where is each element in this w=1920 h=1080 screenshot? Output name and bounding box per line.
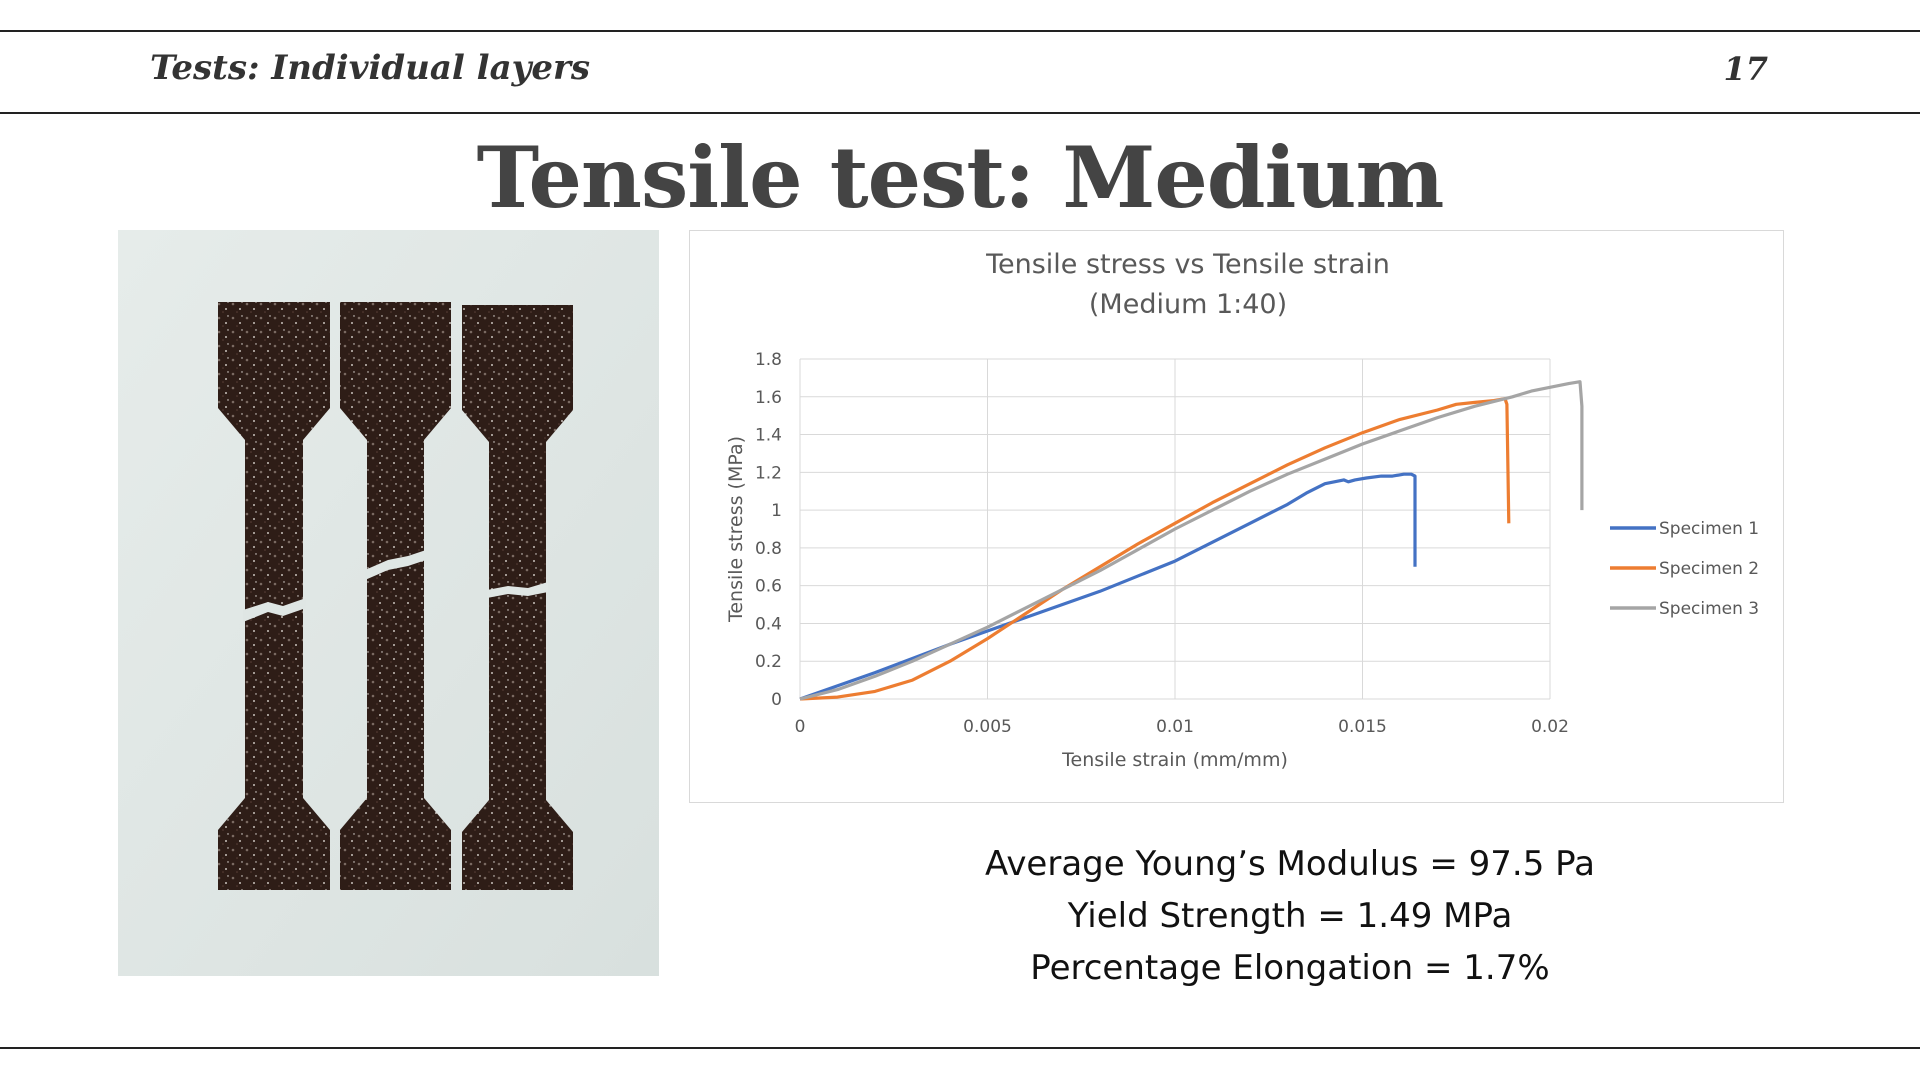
bottom-rule [0, 1047, 1920, 1049]
y-tick-label: 1 [771, 501, 782, 521]
chart-title: Tensile stress vs Tensile strain [985, 249, 1390, 280]
x-tick-label: 0 [795, 717, 806, 737]
youngs-modulus-text: Average Young’s Modulus = 97.5 Pa [985, 844, 1595, 884]
x-tick-label: 0.02 [1531, 717, 1569, 737]
series-line-specimen-1 [799, 472, 1417, 701]
top-rule [0, 30, 1920, 32]
stress-strain-chart: Tensile stress vs Tensile strain (Medium … [725, 249, 1759, 771]
legend-label-specimen-2: Specimen 2 [1659, 559, 1759, 579]
y-tick-label: 1.4 [755, 426, 782, 446]
series-line-specimen-3 [799, 380, 1584, 701]
chart-subtitle: (Medium 1:40) [1089, 289, 1287, 320]
series-line-specimen-2 [799, 397, 1511, 701]
legend-label-specimen-3: Specimen 3 [1659, 599, 1759, 619]
y-tick-label: 0.4 [755, 614, 782, 634]
yield-strength-text: Yield Strength = 1.49 MPa [1067, 896, 1513, 936]
y-axis-label: Tensile stress (MPa) [725, 436, 747, 623]
y-tick-label: 0.2 [755, 652, 782, 672]
header-rule [0, 112, 1920, 114]
y-tick-label: 0.6 [755, 577, 782, 597]
tensile-specimens-photo-icon [118, 230, 659, 976]
y-tick-label: 1.6 [755, 388, 782, 408]
x-axis-label: Tensile strain (mm/mm) [1061, 749, 1288, 771]
legend-label-specimen-1: Specimen 1 [1659, 519, 1759, 539]
y-tick-label: 0.8 [755, 539, 782, 559]
x-tick-label: 0.005 [963, 717, 1012, 737]
x-tick-label: 0.01 [1156, 717, 1194, 737]
results-summary: Average Young’s Modulus = 97.5 Pa Yield … [880, 838, 1700, 994]
y-tick-label: 1.2 [755, 463, 782, 483]
y-tick-label: 1.8 [755, 350, 782, 370]
page-number: 17 [1723, 50, 1768, 88]
slide-title: Tensile test: Medium [476, 128, 1445, 227]
chart-frame: Tensile stress vs Tensile strain (Medium … [689, 230, 1784, 803]
y-tick-label: 0 [771, 690, 782, 710]
elongation-text: Percentage Elongation = 1.7% [1030, 948, 1550, 988]
section-title: Tests: Individual layers [150, 48, 591, 88]
x-tick-label: 0.015 [1338, 717, 1387, 737]
